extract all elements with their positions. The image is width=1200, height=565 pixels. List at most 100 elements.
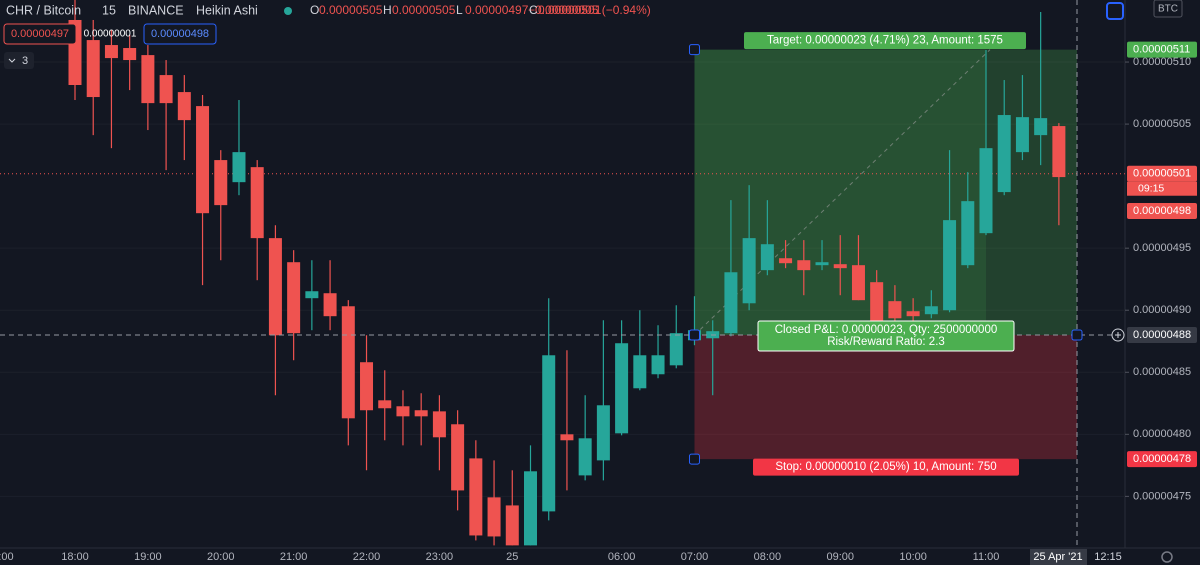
entry-price-badge	[1127, 327, 1197, 344]
ohlc-value: 0.00000497	[465, 3, 529, 17]
currency-box[interactable]	[1153, 0, 1183, 18]
x-tick-label: :00	[0, 551, 14, 563]
candle-body	[141, 55, 155, 104]
candle-body	[906, 311, 920, 317]
candle-body	[1015, 117, 1029, 153]
sell-button[interactable]	[3, 23, 77, 45]
stop-price-badge	[1127, 451, 1197, 468]
candle-body	[104, 45, 118, 59]
candle-body	[86, 40, 100, 98]
sell-price[interactable]: 0.00000497	[11, 28, 69, 40]
position-handle[interactable]	[688, 44, 700, 56]
candle-body	[615, 343, 629, 434]
y-tick-label: 0.00000505	[1133, 118, 1191, 130]
candle-body	[159, 75, 173, 104]
x-tick-label: 10:00	[899, 551, 927, 563]
ask-price: 0.00000498	[1133, 205, 1191, 217]
candle-body	[432, 411, 446, 438]
candle-body	[542, 355, 556, 512]
candle-body	[633, 355, 647, 389]
ohlc-key: O	[310, 3, 319, 17]
candle-body	[305, 291, 319, 299]
candle-body	[214, 160, 228, 206]
countdown-badge	[1127, 181, 1197, 196]
candle-body	[560, 434, 574, 441]
candle-body	[487, 497, 501, 537]
target-price: 0.00000511	[1133, 44, 1190, 56]
candle-body	[323, 293, 337, 317]
interval[interactable]: 15	[102, 3, 116, 17]
candle-body	[997, 115, 1011, 193]
position-handle[interactable]	[688, 453, 700, 465]
target-label: Target: 0.00000023 (4.71%) 23, Amount: 1…	[767, 35, 1003, 47]
current-time: 12:15	[1094, 551, 1122, 563]
candle-body	[961, 201, 975, 266]
candle-body	[177, 92, 191, 121]
candle-body	[815, 262, 829, 266]
y-tick-label: 0.00000475	[1133, 490, 1191, 502]
chart-style: Heikin Ashi	[196, 3, 258, 17]
ohlc-key: H	[383, 3, 392, 17]
price-change: −0.00000005 (−0.94%)	[528, 3, 651, 17]
candle-body	[505, 505, 519, 546]
position-handle[interactable]	[1071, 329, 1083, 341]
candle-body	[669, 333, 683, 366]
settings-icon[interactable]	[1161, 551, 1173, 563]
countdown: 09:15	[1138, 183, 1164, 195]
buy-button[interactable]	[143, 23, 217, 45]
symbol[interactable]: CHR / Bitcoin	[6, 3, 81, 17]
indicator-toggle[interactable]	[4, 52, 34, 69]
candle-body	[524, 471, 537, 546]
candle-body	[1052, 126, 1066, 178]
candle-body	[250, 167, 264, 239]
x-tick-label: 20:00	[207, 551, 235, 563]
candle-body	[578, 438, 592, 476]
y-tick-label: 0.00000480	[1133, 428, 1191, 440]
x-tick-label: 19:00	[134, 551, 162, 563]
x-tick-label: 21:00	[280, 551, 308, 563]
candle-body	[378, 400, 392, 409]
indicator-count[interactable]: 3	[22, 55, 28, 67]
currency[interactable]: BTC	[1158, 4, 1178, 15]
chevron-icon	[8, 58, 16, 63]
stop-label: Stop: 0.00000010 (2.05%) 10, Amount: 750	[775, 461, 996, 473]
exchange: BINANCE	[128, 3, 184, 17]
position-handle[interactable]	[688, 329, 700, 341]
market-status	[284, 7, 292, 15]
x-tick-label: 23:00	[426, 551, 454, 563]
candle-body	[888, 301, 902, 319]
candle-body	[870, 282, 884, 323]
candle-body	[396, 406, 410, 417]
crosshair-date-box	[1030, 549, 1087, 565]
candle-body	[414, 410, 428, 417]
x-tick-label: 06:00	[608, 551, 636, 563]
candle-body	[924, 306, 938, 315]
candle-body	[596, 405, 610, 461]
last-price-badge	[1127, 165, 1197, 182]
stop-label-box	[753, 458, 1019, 476]
crosshair-date: 25 Apr '21	[1033, 551, 1082, 563]
ask-price-badge	[1127, 202, 1197, 219]
ohlc-value: 0.00000505	[392, 3, 456, 17]
candle-body	[724, 272, 738, 334]
ohlc-value: 0.00000501	[538, 3, 602, 17]
stop-price: 0.00000478	[1133, 453, 1191, 465]
candle-body	[833, 264, 847, 269]
candle-body	[451, 424, 465, 491]
layout-icon[interactable]	[1106, 2, 1124, 20]
candle-body	[779, 258, 793, 264]
y-tick-label: 0.00000485	[1133, 366, 1191, 378]
candle-body	[268, 238, 282, 336]
x-tick-label: 07:00	[681, 551, 709, 563]
candle-body	[651, 355, 665, 375]
plot-area	[0, 0, 1129, 548]
candle-body	[943, 220, 957, 311]
y-tick-label: 0.00000490	[1133, 304, 1191, 316]
ratio-label: Risk/Reward Ratio: 2.3	[827, 336, 945, 348]
x-tick-label: 08:00	[754, 551, 782, 563]
buy-price[interactable]: 0.00000498	[151, 28, 209, 40]
x-tick-label: 18:00	[61, 551, 89, 563]
spread: 0.00000001	[84, 29, 137, 40]
